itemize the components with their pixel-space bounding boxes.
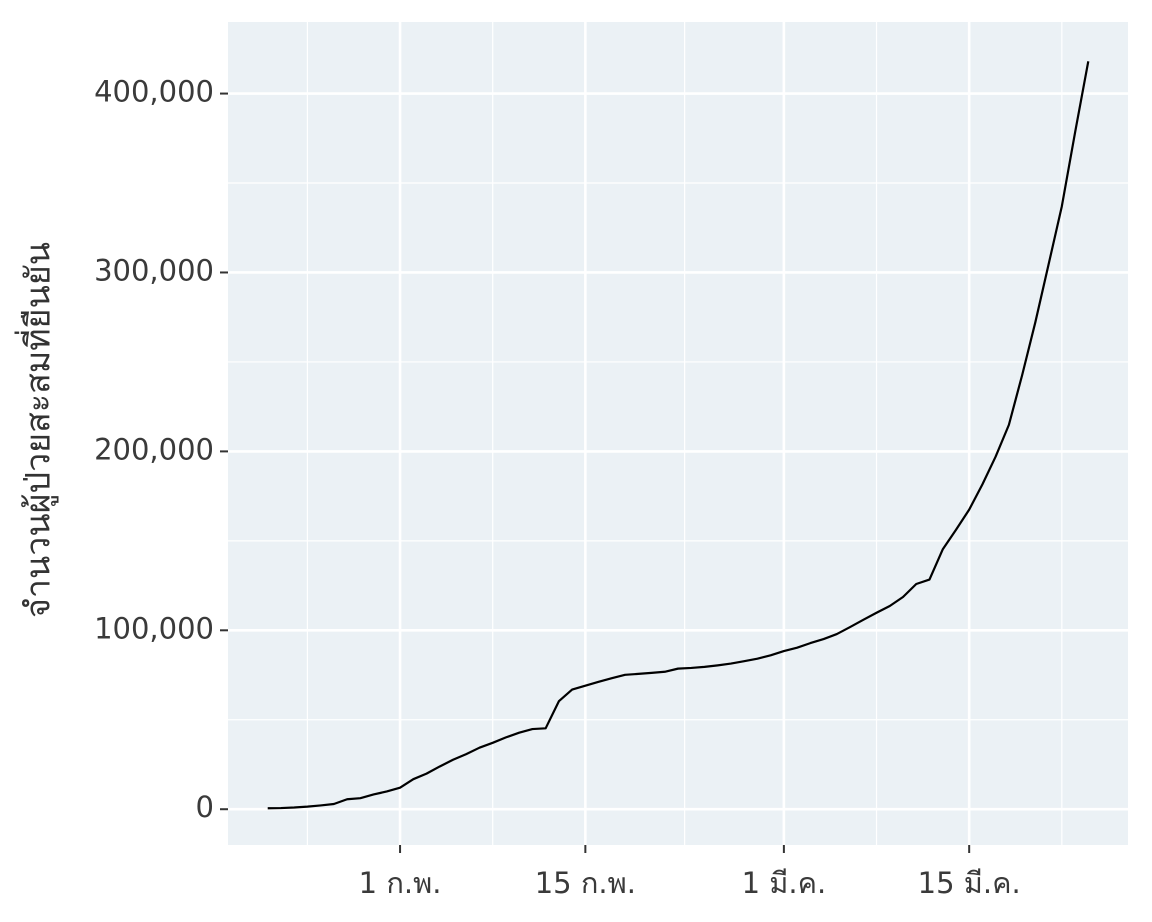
x-tick-label: 1 มี.ค. — [742, 866, 827, 900]
line — [267, 61, 1090, 810]
y-tick-label: 300,000 — [94, 253, 214, 287]
y-tick-label: 200,000 — [94, 432, 214, 466]
y-tick-label: 400,000 — [94, 75, 214, 109]
plot-panel — [228, 22, 1128, 845]
x-tick-label: 15 มี.ค. — [918, 866, 1021, 900]
y-axis-title: จำนวนผู้ป่วยสะสมที่ยืนยัน — [15, 242, 59, 618]
y-tick-label: 0 — [196, 790, 214, 824]
y-tick-label: 100,000 — [94, 611, 214, 645]
x-tick-label: 1 ก.พ. — [359, 866, 442, 900]
x-tick-label: 15 ก.พ. — [535, 866, 636, 900]
